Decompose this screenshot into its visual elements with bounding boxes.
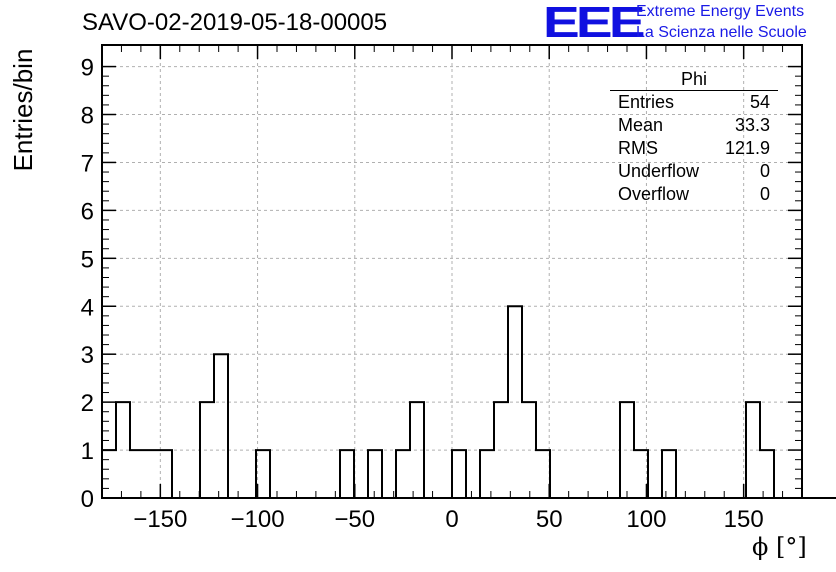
stats-row-entries: Entries 54 [610, 91, 778, 114]
x-tick-label: 150 [724, 506, 764, 533]
stats-label: Underflow [618, 161, 700, 181]
stats-value: 0 [759, 161, 770, 181]
y-tick-label: 8 [81, 103, 94, 130]
y-tick-label: 4 [81, 294, 94, 321]
stats-row-overflow: Overflow 0 [610, 183, 778, 206]
y-tick-label: 5 [81, 246, 94, 273]
stats-row-underflow: Underflow 0 [610, 160, 778, 183]
run-title: SAVO-02-2019-05-18-00005 [82, 9, 388, 36]
eee-logo: EEE [543, 0, 646, 47]
x-tick-label: −150 [133, 506, 187, 533]
histogram-bin [340, 450, 354, 498]
x-axis-label: ϕ [°] [752, 533, 807, 561]
stats-value: 33.3 [734, 115, 770, 135]
y-tick-label: 3 [81, 342, 94, 369]
x-tick-label: 0 [445, 506, 458, 533]
histogram-bin [396, 450, 410, 498]
stats-value: 0 [759, 184, 770, 204]
y-tick-label: 9 [81, 55, 94, 82]
x-tick-label: 100 [626, 506, 666, 533]
x-tick-label: −50 [334, 506, 375, 533]
y-tick-label: 6 [81, 198, 94, 225]
y-tick-label: 0 [81, 486, 94, 513]
x-tick-label: −100 [231, 506, 285, 533]
stats-label: RMS [618, 138, 658, 158]
x-tick-label: 50 [536, 506, 563, 533]
histogram-bin [144, 450, 158, 498]
y-tick-label: 7 [81, 150, 94, 177]
stats-label: Entries [618, 92, 675, 112]
histogram-bin [760, 450, 774, 498]
histogram-bin [452, 450, 466, 498]
histogram-bin [130, 450, 144, 498]
stats-label: Mean [618, 115, 664, 135]
tick-labels: 0 1 2 3 4 5 6 7 8 9 −150 −100 −50 0 50 100 150 [81, 55, 764, 533]
histogram-bin [102, 450, 116, 498]
y-tick-label: 1 [81, 438, 94, 465]
logo-subtitle-1: Extreme Energy Events [636, 3, 805, 20]
histogram-bin [480, 450, 494, 498]
stats-row-mean: Mean 33.3 [610, 114, 778, 137]
stats-value: 54 [749, 92, 770, 112]
stats-title: Phi [610, 68, 778, 91]
histogram-bin [368, 450, 382, 498]
histogram-bin [536, 450, 550, 498]
stats-box: Phi Entries 54 Mean 33.3 RMS 121.9 Under… [610, 68, 778, 206]
axis-ticks [102, 45, 802, 499]
stats-value: 121.9 [724, 138, 770, 158]
histogram-bin [662, 450, 676, 498]
y-tick-label: 2 [81, 390, 94, 417]
logo-subtitle-2: La Scienza nelle Scuole [636, 24, 807, 41]
stats-row-rms: RMS 121.9 [610, 137, 778, 160]
y-axis-label: Entries/bin [8, 48, 38, 172]
stats-label: Overflow [618, 184, 690, 204]
histogram-bin [214, 354, 228, 498]
